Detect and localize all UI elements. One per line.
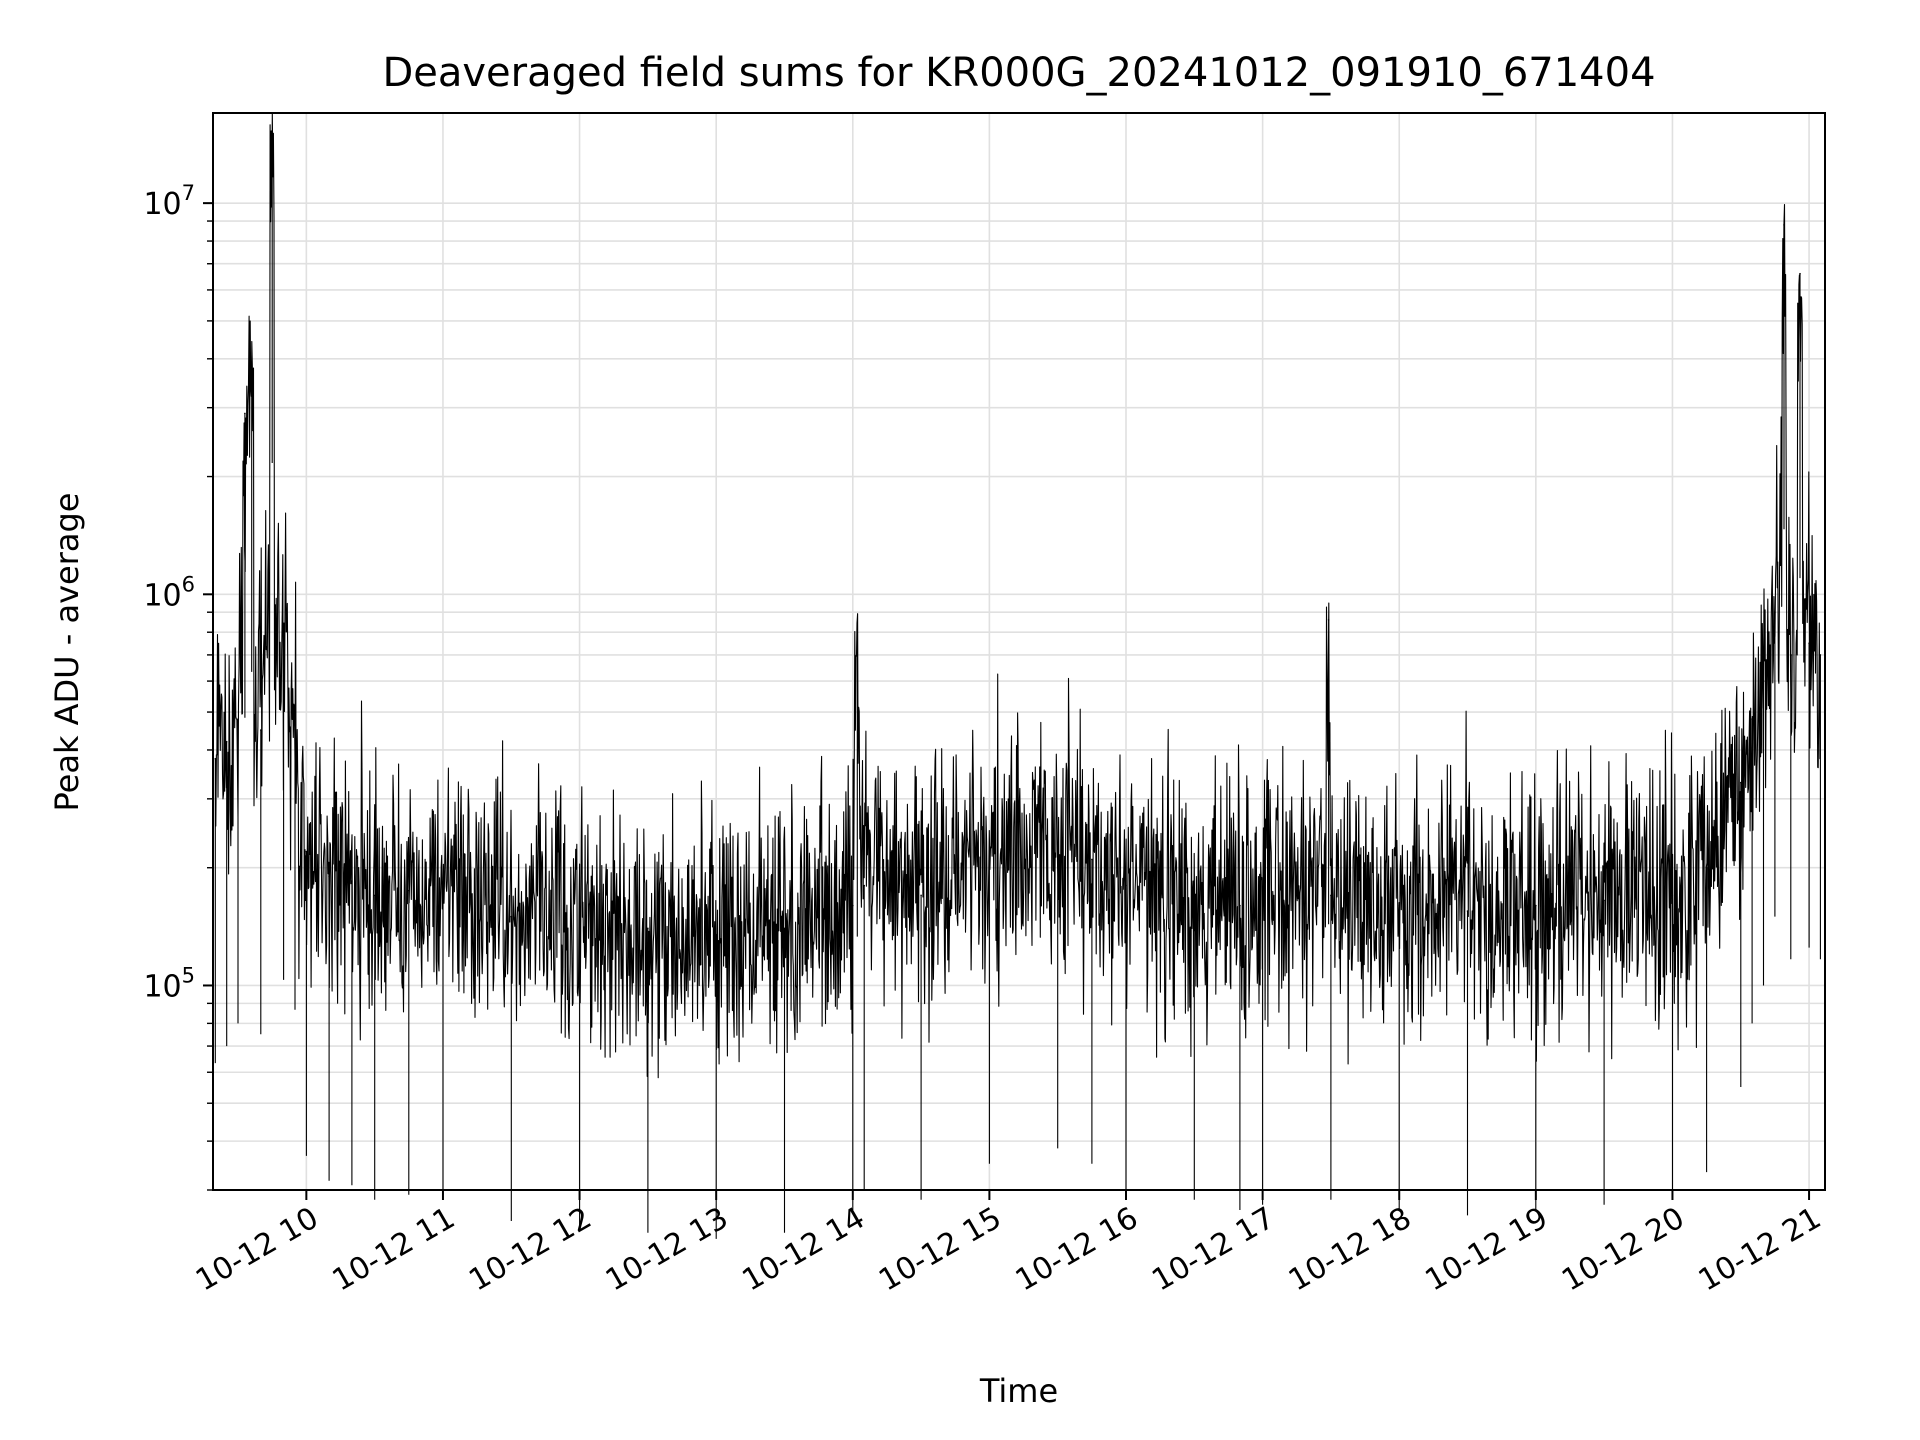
data-point xyxy=(442,884,444,887)
data-point xyxy=(1330,894,1332,897)
data-point xyxy=(244,412,246,415)
data-point xyxy=(1466,910,1469,912)
x-axis-label: Time xyxy=(979,1372,1058,1410)
data-point xyxy=(852,904,854,907)
data-point xyxy=(373,894,376,897)
data-point xyxy=(1261,899,1264,902)
x-tick-label: 10-12 11 xyxy=(327,1201,461,1299)
data-point xyxy=(294,704,296,707)
data-point xyxy=(920,894,922,897)
data-point xyxy=(260,729,262,731)
x-tick-label: 10-12 10 xyxy=(190,1201,324,1299)
data-point xyxy=(510,915,513,918)
data-point xyxy=(1671,894,1674,897)
y-tick-label: 107 xyxy=(143,181,195,222)
x-tick-label: 10-12 16 xyxy=(1010,1201,1144,1299)
y-tick-label: 105 xyxy=(143,963,195,1004)
grid-lines xyxy=(213,113,1825,1191)
data-point xyxy=(647,927,649,930)
data-point xyxy=(1762,680,1765,682)
chart-title: Deaveraged field sums for KR000G_2024101… xyxy=(382,50,1655,96)
data-point xyxy=(863,884,865,887)
data-point xyxy=(1783,224,1785,226)
data-point xyxy=(1774,611,1776,613)
data-point xyxy=(1535,904,1537,907)
x-tick-label: 10-12 15 xyxy=(873,1201,1007,1299)
x-tick-label: 10-12 14 xyxy=(736,1201,870,1299)
x-tick-label: 10-12 21 xyxy=(1693,1201,1827,1299)
data-point xyxy=(1808,642,1810,644)
data-point xyxy=(1790,654,1792,656)
x-tick-label: 10-12 20 xyxy=(1556,1201,1690,1299)
x-tick-label: 10-12 19 xyxy=(1420,1201,1554,1299)
data-point xyxy=(856,631,859,633)
data-point xyxy=(988,858,991,861)
data-point xyxy=(225,740,228,743)
x-axis-ticks: 10-12 10 10-12 11 10-12 12 10-12 13 10-12 14… xyxy=(190,1190,1827,1298)
y-axis-label: Peak ADU - average xyxy=(48,493,86,812)
data-point xyxy=(214,757,217,760)
data-point xyxy=(271,157,274,160)
x-tick-label: 10-12 13 xyxy=(600,1201,734,1299)
data-point xyxy=(1705,866,1708,869)
data-point xyxy=(328,875,330,878)
data-point xyxy=(1125,884,1127,887)
data-point xyxy=(1799,272,1801,275)
plot-frame xyxy=(212,112,1826,1191)
data-point xyxy=(1193,894,1196,897)
data-point xyxy=(282,674,285,677)
data-point xyxy=(578,921,581,924)
data-point xyxy=(237,718,239,720)
data-point xyxy=(1239,904,1241,907)
data-point xyxy=(1056,843,1059,845)
data-point xyxy=(1751,718,1753,720)
series-line xyxy=(214,112,1821,1239)
data-point xyxy=(1819,654,1822,656)
y-tick-label: 106 xyxy=(143,572,195,613)
data-point xyxy=(1740,781,1742,784)
data-point xyxy=(351,880,353,882)
data-point xyxy=(1091,858,1093,861)
x-tick-label: 10-12 12 xyxy=(463,1201,597,1299)
data-point xyxy=(1398,904,1400,907)
y-axis-ticks: 105 106 107 xyxy=(143,181,213,1191)
data-point xyxy=(1327,619,1330,621)
data-point xyxy=(305,850,308,853)
data-point xyxy=(250,366,253,369)
data-point xyxy=(1603,899,1605,902)
data-point xyxy=(408,889,410,892)
data-point xyxy=(783,927,786,930)
data-point xyxy=(715,933,717,936)
x-tick-label: 10-12 17 xyxy=(1146,1201,1280,1299)
series-layer xyxy=(214,112,1822,1239)
x-tick-label: 10-12 18 xyxy=(1283,1201,1417,1299)
